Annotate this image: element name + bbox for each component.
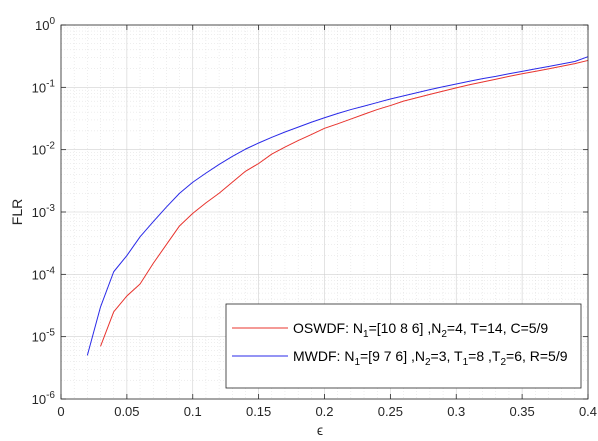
y-tick-label: 10-3 (32, 203, 56, 220)
y-tick-label: 100 (35, 16, 55, 33)
legend-box (225, 303, 582, 389)
x-tick-label: 0 (57, 404, 64, 419)
x-tick-label: 0.05 (114, 404, 139, 419)
y-tick-label: 10-4 (32, 265, 56, 282)
legend: OSWDF: N1=[10 8 6] ,N2=4, T=14, C=5/9 MWD… (225, 303, 582, 389)
series-line-1 (100, 59, 589, 347)
y-tick-label: 10-2 (32, 141, 56, 158)
x-tick-label: 0.35 (509, 404, 534, 419)
series-line-2 (86, 56, 589, 356)
y-tick-labels: 10-6 10-5 10-4 10-3 10-2 10-1 100 (32, 16, 56, 407)
x-tick-label: 0.2 (315, 404, 333, 419)
legend-label-2: MWDF: N1=[9 7 6] ,N2=3, T1=8 ,T2=6, R=5/… (293, 348, 568, 368)
tick-marks (60, 24, 589, 400)
x-tick-label: 0.25 (378, 404, 403, 419)
x-tick-label: 0.4 (579, 404, 597, 419)
x-axis-label: ϵ (317, 422, 323, 438)
y-tick-label: 10-5 (32, 328, 56, 345)
y-tick-label: 10-1 (32, 78, 56, 95)
legend-label-1: OSWDF: N1=[10 8 6] ,N2=4, T=14, C=5/9 (293, 320, 548, 340)
series-group (86, 56, 589, 356)
y-tick-label: 10-6 (32, 390, 56, 407)
y-axis-label: FLR (9, 199, 25, 225)
x-tick-label: 0.15 (246, 404, 271, 419)
x-tick-label: 0.1 (184, 404, 202, 419)
x-tick-label: 0.3 (447, 404, 465, 419)
x-tick-labels: 0 0.05 0.1 0.15 0.2 0.25 0.3 0.35 0.4 (57, 404, 597, 419)
